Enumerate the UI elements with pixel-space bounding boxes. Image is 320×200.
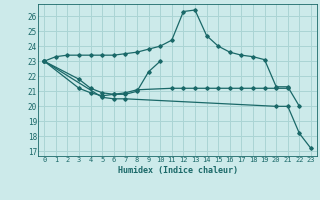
X-axis label: Humidex (Indice chaleur): Humidex (Indice chaleur): [118, 166, 238, 175]
